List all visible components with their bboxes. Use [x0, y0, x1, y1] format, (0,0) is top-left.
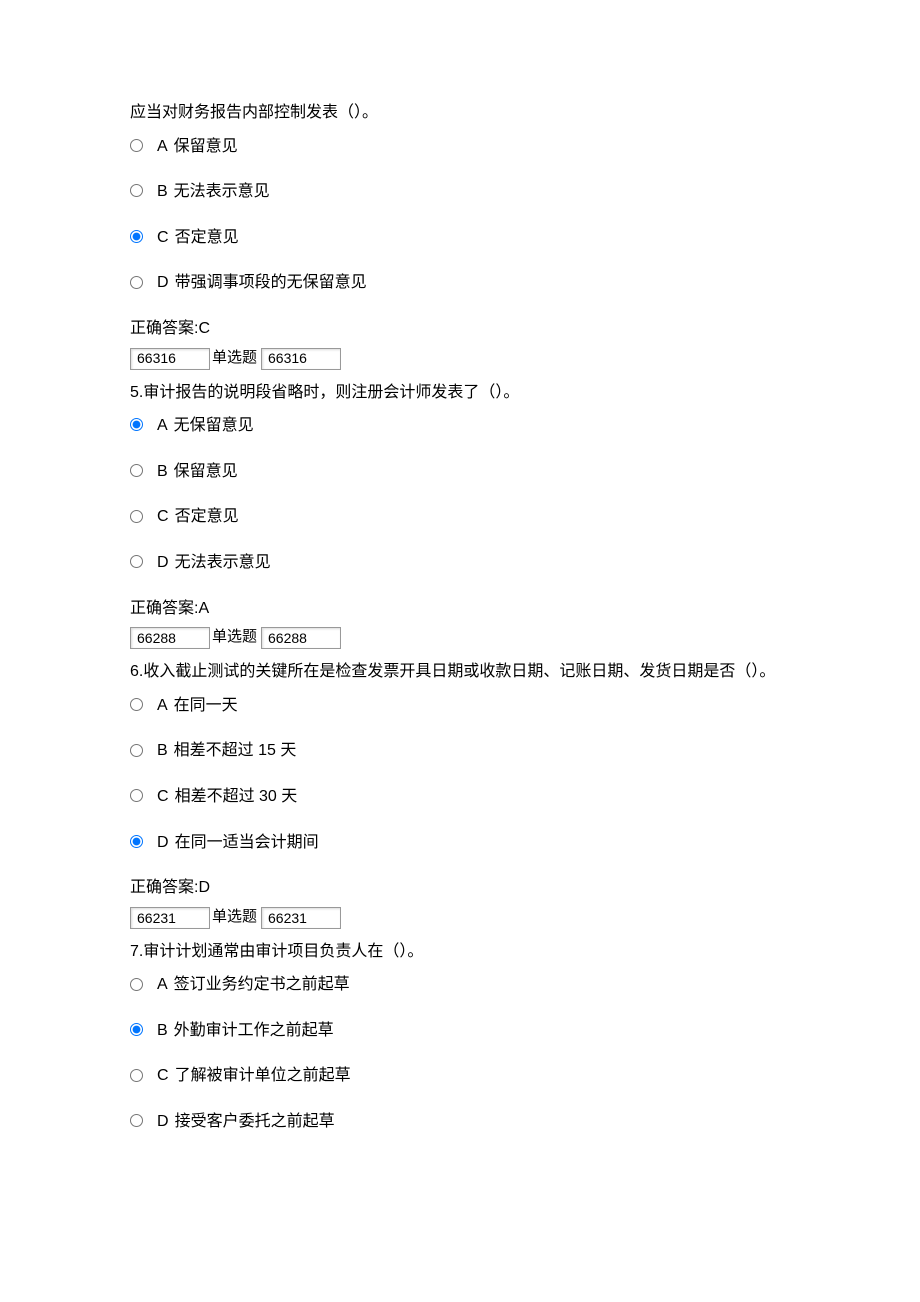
question-block: 6.收入截止测试的关键所在是检查发票开具日期或收款日期、记账日期、发货日期是否（… [130, 659, 790, 929]
option-text: 否定意见 [175, 504, 239, 530]
option-text: 接受客户委托之前起草 [175, 1109, 335, 1135]
option-letter: B [157, 738, 168, 764]
option-radio[interactable] [130, 789, 143, 802]
question-type-label: 单选题 [212, 625, 257, 649]
option-radio[interactable] [130, 835, 143, 848]
option-text: 无法表示意见 [175, 550, 271, 576]
option-letter: B [157, 179, 168, 205]
option-radio[interactable] [130, 276, 143, 289]
question-id-box: 66316 [130, 348, 210, 370]
option-row: B 保留意见 [130, 459, 790, 485]
option-radio[interactable] [130, 1023, 143, 1036]
option-letter: A [157, 134, 168, 160]
question-stem: 应当对财务报告内部控制发表（）。 [130, 100, 790, 126]
option-text: 签订业务约定书之前起草 [174, 972, 350, 998]
option-row: A 无保留意见 [130, 413, 790, 439]
option-radio[interactable] [130, 555, 143, 568]
question-id-box: 66231 [261, 907, 341, 929]
question-id-box: 66288 [261, 627, 341, 649]
option-letter: B [157, 1018, 168, 1044]
option-radio[interactable] [130, 698, 143, 711]
question-type-label: 单选题 [212, 905, 257, 929]
option-text: 无法表示意见 [174, 179, 270, 205]
option-row: B 无法表示意见 [130, 179, 790, 205]
option-row: D 带强调事项段的无保留意见 [130, 270, 790, 296]
option-row: C 否定意见 [130, 225, 790, 251]
correct-answer: 正确答案:C [130, 316, 790, 342]
question-block: 应当对财务报告内部控制发表（）。 A 保留意见 B 无法表示意见 C 否定意见 … [130, 100, 790, 370]
option-letter: D [157, 1109, 169, 1135]
question-block: 5.审计报告的说明段省略时，则注册会计师发表了（）。 A 无保留意见 B 保留意… [130, 380, 790, 650]
option-row: B 相差不超过 15 天 [130, 738, 790, 764]
option-text: 在同一适当会计期间 [175, 830, 319, 856]
option-letter: D [157, 550, 169, 576]
question-stem: 6.收入截止测试的关键所在是检查发票开具日期或收款日期、记账日期、发货日期是否（… [130, 659, 790, 685]
question-stem: 5.审计报告的说明段省略时，则注册会计师发表了（）。 [130, 380, 790, 406]
option-row: A 保留意见 [130, 134, 790, 160]
option-letter: A [157, 972, 168, 998]
option-text: 无保留意见 [174, 413, 254, 439]
option-row: C 了解被审计单位之前起草 [130, 1063, 790, 1089]
option-radio[interactable] [130, 464, 143, 477]
option-row: D 在同一适当会计期间 [130, 830, 790, 856]
option-letter: B [157, 459, 168, 485]
option-text: 否定意见 [175, 225, 239, 251]
option-radio[interactable] [130, 1069, 143, 1082]
option-row: C 否定意见 [130, 504, 790, 530]
option-letter: C [157, 784, 169, 810]
question-id-row: 66316 单选题 66316 [130, 346, 790, 370]
question-block: 7.审计计划通常由审计项目负责人在（）。 A 签订业务约定书之前起草 B 外勤审… [130, 939, 790, 1135]
option-radio[interactable] [130, 230, 143, 243]
option-text: 带强调事项段的无保留意见 [175, 270, 367, 296]
correct-answer: 正确答案:A [130, 596, 790, 622]
option-text: 了解被审计单位之前起草 [175, 1063, 351, 1089]
question-id-box: 66231 [130, 907, 210, 929]
option-letter: C [157, 1063, 169, 1089]
option-text: 外勤审计工作之前起草 [174, 1018, 334, 1044]
option-letter: A [157, 413, 168, 439]
option-radio[interactable] [130, 184, 143, 197]
option-row: A 签订业务约定书之前起草 [130, 972, 790, 998]
question-id-box: 66316 [261, 348, 341, 370]
option-letter: D [157, 270, 169, 296]
option-row: D 接受客户委托之前起草 [130, 1109, 790, 1135]
option-row: C 相差不超过 30 天 [130, 784, 790, 810]
question-type-label: 单选题 [212, 346, 257, 370]
option-letter: A [157, 693, 168, 719]
option-text: 保留意见 [174, 134, 238, 160]
option-text: 在同一天 [174, 693, 238, 719]
option-row: A 在同一天 [130, 693, 790, 719]
option-text: 相差不超过 30 天 [175, 784, 298, 810]
option-radio[interactable] [130, 418, 143, 431]
question-id-box: 66288 [130, 627, 210, 649]
option-text: 相差不超过 15 天 [174, 738, 297, 764]
option-row: B 外勤审计工作之前起草 [130, 1018, 790, 1044]
option-radio[interactable] [130, 1114, 143, 1127]
question-id-row: 66231 单选题 66231 [130, 905, 790, 929]
question-stem: 7.审计计划通常由审计项目负责人在（）。 [130, 939, 790, 965]
option-letter: D [157, 830, 169, 856]
option-radio[interactable] [130, 744, 143, 757]
option-radio[interactable] [130, 978, 143, 991]
option-radio[interactable] [130, 139, 143, 152]
option-radio[interactable] [130, 510, 143, 523]
option-letter: C [157, 225, 169, 251]
option-row: D 无法表示意见 [130, 550, 790, 576]
correct-answer: 正确答案:D [130, 875, 790, 901]
option-letter: C [157, 504, 169, 530]
question-id-row: 66288 单选题 66288 [130, 625, 790, 649]
option-text: 保留意见 [174, 459, 238, 485]
